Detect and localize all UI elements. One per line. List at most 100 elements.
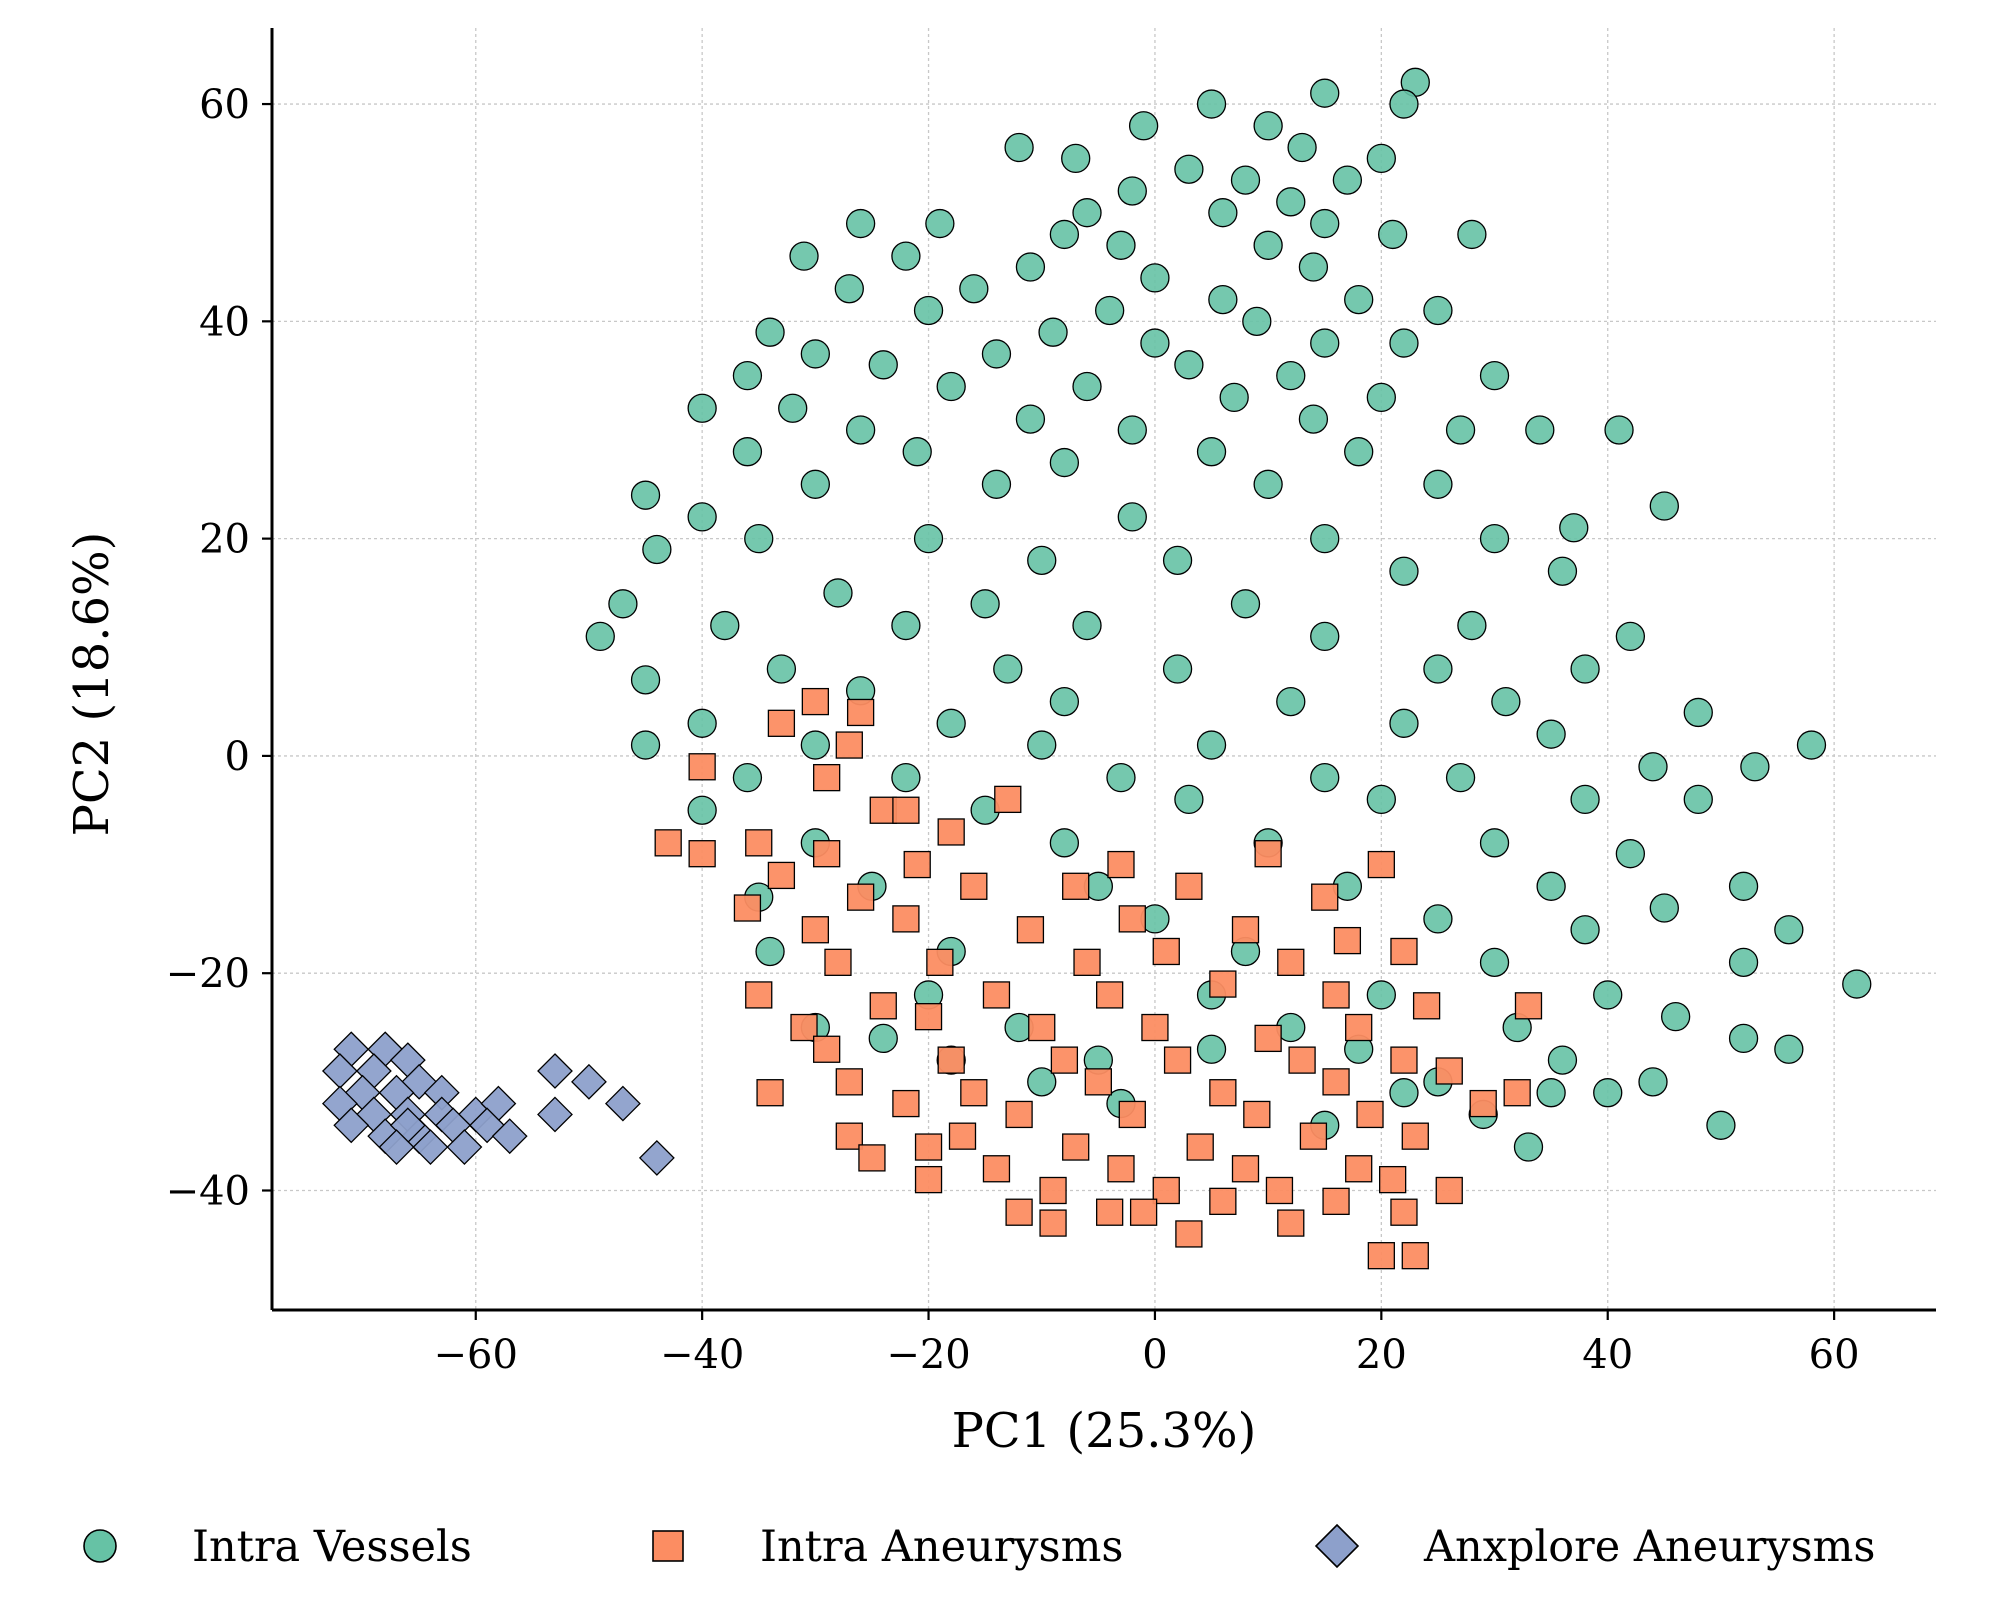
data-point xyxy=(959,274,989,304)
x-tick-label: 20 xyxy=(1356,1332,1407,1378)
data-point xyxy=(1423,469,1453,499)
legend-marker-circle xyxy=(83,1529,117,1563)
data-point xyxy=(845,208,876,239)
data-point xyxy=(1107,850,1135,879)
data-point xyxy=(1345,1013,1373,1042)
data-point xyxy=(1389,328,1419,358)
y-tick-label: 20 xyxy=(199,517,250,563)
data-point xyxy=(1050,1046,1079,1074)
data-point xyxy=(1276,686,1306,717)
data-point xyxy=(1435,1057,1463,1085)
data-point xyxy=(892,796,920,824)
data-point xyxy=(1107,1155,1135,1183)
data-point xyxy=(1728,947,1759,977)
data-point xyxy=(846,698,875,727)
series-intra-vessels xyxy=(585,67,1872,1162)
data-point xyxy=(1604,415,1634,445)
data-point xyxy=(970,589,1000,619)
data-point xyxy=(1039,1209,1067,1237)
plot-area xyxy=(321,67,1872,1270)
data-point xyxy=(608,589,638,619)
data-point xyxy=(1469,1089,1497,1118)
data-point xyxy=(801,687,829,716)
y-tick-label: −20 xyxy=(166,951,250,997)
data-point xyxy=(868,1023,898,1054)
data-point xyxy=(1038,317,1068,347)
data-point xyxy=(1174,154,1204,184)
data-point xyxy=(948,1122,977,1150)
data-point xyxy=(834,274,864,304)
data-point xyxy=(1253,230,1283,260)
data-point xyxy=(1457,219,1487,250)
data-point xyxy=(960,872,988,900)
data-point xyxy=(1728,1023,1759,1054)
data-point xyxy=(1536,871,1566,901)
data-point xyxy=(604,1085,641,1122)
data-point xyxy=(1536,719,1566,749)
data-point xyxy=(858,1144,886,1172)
x-tick-label: 60 xyxy=(1809,1332,1860,1378)
data-point xyxy=(1005,1100,1033,1129)
data-point xyxy=(994,785,1022,814)
data-point xyxy=(412,1129,449,1165)
data-point xyxy=(687,502,717,532)
data-point xyxy=(1683,697,1713,728)
data-point xyxy=(1277,1209,1305,1237)
data-point xyxy=(1118,1100,1146,1129)
data-point xyxy=(1344,437,1374,467)
data-point xyxy=(1117,176,1147,206)
data-point xyxy=(1298,404,1329,434)
data-point xyxy=(891,610,921,641)
data-point xyxy=(1299,1122,1328,1150)
y-axis-label: PC2 (18.6%) xyxy=(64,532,120,837)
data-point xyxy=(687,708,717,738)
data-point xyxy=(835,1122,863,1150)
data-point xyxy=(1401,1242,1429,1270)
data-point xyxy=(982,981,1011,1009)
data-point xyxy=(1072,610,1102,641)
x-tick-label: −60 xyxy=(434,1332,518,1378)
data-point xyxy=(1322,981,1350,1009)
data-point xyxy=(936,708,966,738)
data-point xyxy=(813,1035,841,1063)
data-point xyxy=(1593,1078,1623,1108)
data-point xyxy=(914,1133,943,1161)
data-point xyxy=(1253,111,1283,141)
data-point xyxy=(1366,980,1396,1010)
data-point xyxy=(801,916,829,944)
data-point xyxy=(1196,89,1227,119)
data-point xyxy=(936,371,966,402)
data-point xyxy=(813,763,841,792)
data-point xyxy=(1536,1078,1566,1108)
data-point xyxy=(1298,252,1329,282)
data-point xyxy=(710,610,740,641)
data-point xyxy=(1638,1067,1668,1097)
data-point xyxy=(846,883,875,911)
data-point xyxy=(654,829,682,857)
legend-item-intra-vessels: Intra Vessels xyxy=(83,1522,472,1572)
data-point xyxy=(1310,523,1340,554)
x-tick-label: 0 xyxy=(1142,1332,1167,1378)
data-point xyxy=(766,654,797,684)
data-point xyxy=(1196,437,1227,467)
x-tick-label: 40 xyxy=(1582,1332,1633,1378)
data-point xyxy=(981,339,1012,369)
data-point xyxy=(824,948,852,976)
legend-marker-square xyxy=(652,1530,684,1562)
data-point xyxy=(1219,382,1249,413)
data-point xyxy=(1162,654,1193,684)
data-point xyxy=(1062,1133,1090,1161)
data-point xyxy=(1049,686,1080,717)
data-point xyxy=(1479,523,1510,554)
data-point xyxy=(1796,730,1827,760)
data-point xyxy=(1366,784,1396,815)
data-point xyxy=(937,818,965,846)
legend-marker-diamond xyxy=(1314,1523,1360,1569)
data-point xyxy=(835,731,863,759)
data-point xyxy=(1559,513,1589,543)
legend-label: Intra Vessels xyxy=(192,1522,472,1572)
data-point xyxy=(767,709,796,737)
data-point xyxy=(1096,1198,1124,1226)
series-intra-aneurysms xyxy=(654,687,1543,1270)
data-point xyxy=(1062,872,1090,900)
